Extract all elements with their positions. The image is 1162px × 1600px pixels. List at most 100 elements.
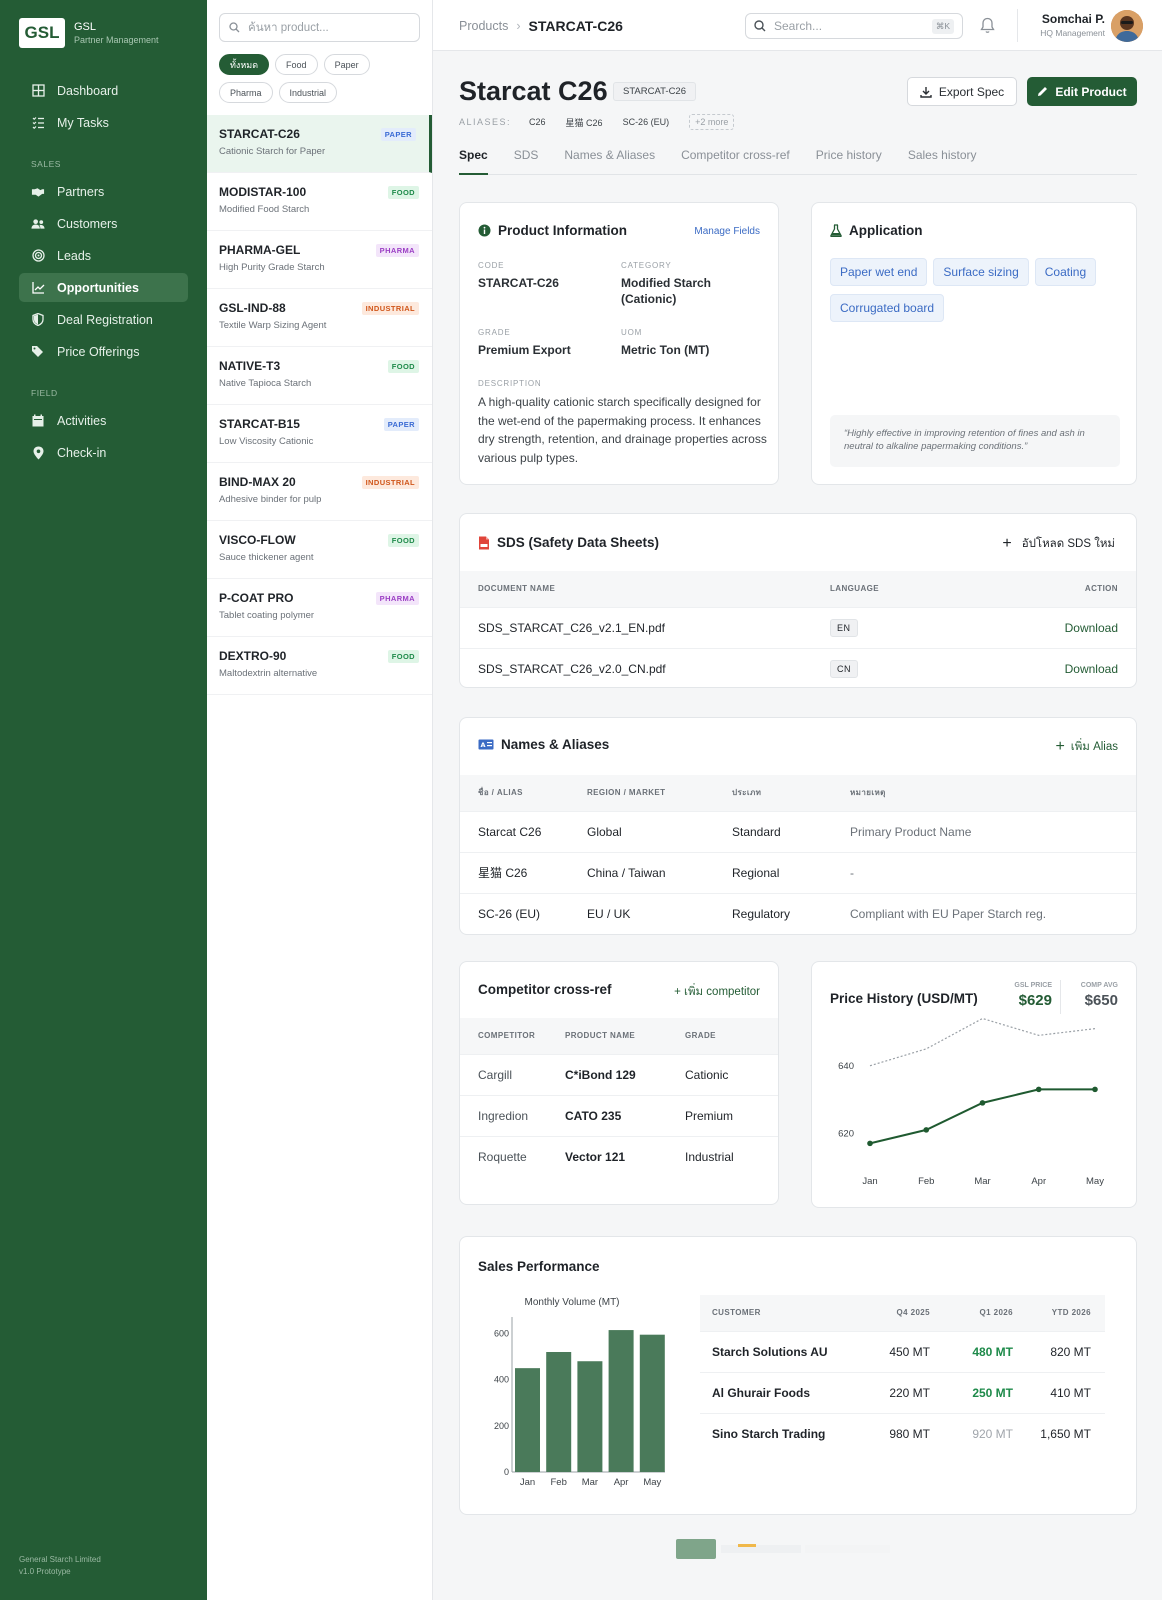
- tab-sales-history[interactable]: Sales history: [907, 148, 977, 162]
- brand[interactable]: GSL GSL Partner Management: [0, 0, 207, 66]
- product-list-item[interactable]: DEXTRO-90 Maltodextrin alternative FOOD: [207, 637, 432, 695]
- edit-product-label: Edit Product: [1055, 84, 1127, 99]
- table-row: Starcat C26 Global Standard Primary Prod…: [460, 810, 1136, 852]
- price-history-chart: 620 640 Jan Feb Mar Apr May: [838, 1017, 1104, 1187]
- search-shortcut: ⌘K: [931, 18, 954, 34]
- competitor-grade: Premium: [685, 1094, 778, 1136]
- product-list-item[interactable]: STARCAT-C26 Cationic Starch for Paper PA…: [207, 115, 432, 173]
- y-tick-label: 0: [504, 1467, 509, 1477]
- sales-q1: 250 MT: [930, 1371, 1013, 1413]
- table-row: SDS_STARCAT_C26_v2.0_CN.pdf CN Download: [460, 647, 1136, 687]
- info-icon: [478, 224, 491, 237]
- sales-ytd: 820 MT: [1013, 1330, 1105, 1372]
- competitor-name: Cargill: [460, 1053, 565, 1095]
- sds-doc-name: SDS_STARCAT_C26_v2.0_CN.pdf: [460, 647, 830, 687]
- export-spec-button[interactable]: Export Spec: [907, 77, 1017, 106]
- x-tick-label: Apr: [1031, 1176, 1046, 1187]
- product-list-item[interactable]: PHARMA-GEL High Purity Grade Starch PHAR…: [207, 231, 432, 289]
- sidebar-item-label: Price Offerings: [57, 344, 140, 359]
- sidebar-item-price-offerings[interactable]: Price Offerings: [19, 337, 188, 366]
- sidebar-item-check-in[interactable]: Check-in: [19, 438, 188, 467]
- application-tag[interactable]: Coating: [1034, 258, 1097, 286]
- table-row: Starch Solutions AU 450 MT 480 MT 820 MT: [700, 1330, 1105, 1372]
- sidebar-item-activities[interactable]: Activities: [19, 406, 188, 435]
- sidebar-item-partners[interactable]: Partners: [19, 177, 188, 206]
- competitor-product: C*iBond 129: [565, 1053, 685, 1095]
- page-thumbnail[interactable]: [676, 1539, 716, 1559]
- manage-fields-link[interactable]: Manage Fields: [694, 226, 760, 237]
- sales-table: CUSTOMER Q4 2025 Q1 2026 YTD 2026 Starch…: [700, 1295, 1105, 1454]
- sidebar-item-customers[interactable]: Customers: [19, 209, 188, 238]
- tab-spec[interactable]: Spec: [459, 148, 488, 175]
- filter-chip-pharma[interactable]: Pharma: [219, 82, 273, 103]
- gsl-price-point: [923, 1127, 930, 1133]
- product-list-item[interactable]: STARCAT-B15 Low Viscosity Cationic PAPER: [207, 405, 432, 463]
- page-thumbnail[interactable]: [721, 1545, 801, 1553]
- top-header: Products › STARCAT-C26 Search... ⌘K Somc…: [433, 0, 1162, 51]
- filter-chip-all[interactable]: ทั้งหมด: [219, 54, 270, 75]
- user-name: Somchai P.: [1041, 12, 1105, 26]
- notification-bell-icon[interactable]: [980, 17, 995, 39]
- sales-customer: Starch Solutions AU: [700, 1330, 860, 1372]
- add-competitor-button[interactable]: + เพิ่ม competitor: [674, 986, 760, 998]
- alias-chip: 星猫 C26: [565, 117, 603, 128]
- global-search-input[interactable]: Search... ⌘K: [745, 13, 963, 39]
- tab-names-aliases[interactable]: Names & Aliases: [564, 148, 656, 162]
- x-tick-label: May: [643, 1477, 661, 1488]
- sidebar-item-leads[interactable]: Leads: [19, 241, 188, 270]
- product-item-name: VISCO-FLOW: [219, 533, 296, 547]
- application-tag[interactable]: Surface sizing: [933, 258, 1029, 286]
- category-badge: PHARMA: [375, 244, 419, 257]
- sidebar-item-dashboard[interactable]: Dashboard: [19, 76, 188, 105]
- names-header-region: REGION / MARKET: [587, 775, 732, 811]
- add-alias-button[interactable]: + เพิ่ม Alias: [1055, 738, 1118, 756]
- aliases-more-button[interactable]: +2 more: [689, 114, 735, 130]
- tab-competitor-cross-ref[interactable]: Competitor cross-ref: [681, 148, 790, 162]
- sidebar-item-deal-registration[interactable]: Deal Registration: [19, 305, 188, 334]
- sidebar-item-my-tasks[interactable]: My Tasks: [19, 108, 188, 137]
- names-header-alias: ชื่อ / ALIAS: [460, 775, 587, 811]
- stat-divider: [1060, 980, 1061, 1014]
- download-link[interactable]: Download: [1064, 620, 1118, 635]
- monthly-volume-chart: Monthly Volume (MT) 0 200 400 600 Jan Feb Mar Ap…: [494, 1297, 665, 1488]
- upload-sds-button[interactable]: + อัปโหลด SDS ใหม่: [1002, 535, 1115, 553]
- table-row: SDS_STARCAT_C26_v2.1_EN.pdf EN Download: [460, 606, 1136, 648]
- product-list-item[interactable]: GSL-IND-88 Textile Warp Sizing Agent IND…: [207, 289, 432, 347]
- brand-subtitle: Partner Management: [74, 35, 159, 45]
- brand-name: GSL: [74, 21, 97, 33]
- alias-type: Regulatory: [732, 892, 850, 934]
- product-list-item[interactable]: VISCO-FLOW Sauce thickener agent FOOD: [207, 521, 432, 579]
- application-tag[interactable]: Paper wet end: [830, 258, 928, 286]
- edit-product-button[interactable]: Edit Product: [1027, 77, 1137, 106]
- product-list-item[interactable]: MODISTAR-100 Modified Food Starch FOOD: [207, 173, 432, 231]
- card-title: Product Information: [478, 223, 627, 238]
- product-list-item[interactable]: NATIVE-T3 Native Tapioca Starch FOOD: [207, 347, 432, 405]
- chart-title: Monthly Volume (MT): [524, 1297, 619, 1308]
- filter-chip-industrial[interactable]: Industrial: [278, 82, 338, 103]
- breadcrumb-products-link[interactable]: Products: [459, 19, 509, 33]
- brand-logo: GSL: [19, 18, 65, 48]
- calendar-icon: [31, 414, 45, 428]
- sidebar-item-label: Activities: [57, 413, 107, 428]
- tab-price-history[interactable]: Price history: [815, 148, 882, 162]
- filter-chip-food[interactable]: Food: [275, 54, 318, 75]
- user-menu[interactable]: Somchai P. HQ Management: [1040, 12, 1105, 38]
- avatar[interactable]: [1111, 10, 1143, 42]
- gsl-price-line: [869, 1088, 1095, 1145]
- filter-chip-paper[interactable]: Paper: [323, 54, 370, 75]
- alias-chip: SC-26 (EU): [622, 117, 670, 127]
- field-value: Premium Export: [478, 343, 571, 357]
- page-thumbnail[interactable]: [805, 1545, 890, 1553]
- price-history-card: Price History (USD/MT) GSL PRICE $629 CO…: [811, 961, 1137, 1208]
- sidebar-item-opportunities[interactable]: Opportunities: [19, 273, 188, 302]
- application-tag[interactable]: Corrugated board: [830, 294, 945, 322]
- field-grade: GRADE Premium Export: [478, 328, 608, 358]
- product-list-item[interactable]: BIND-MAX 20 Adhesive binder for pulp IND…: [207, 463, 432, 521]
- competitor-header: COMPETITOR: [460, 1018, 565, 1054]
- tab-sds[interactable]: SDS: [513, 148, 539, 162]
- product-item-desc: Low Viscosity Cationic: [219, 436, 314, 447]
- product-search-input[interactable]: ค้นหา product...: [219, 13, 420, 42]
- product-list-item[interactable]: P-COAT PRO Tablet coating polymer PHARMA: [207, 579, 432, 637]
- table-row: Roquette Vector 121 Industrial: [460, 1135, 778, 1177]
- download-link[interactable]: Download: [1064, 661, 1118, 676]
